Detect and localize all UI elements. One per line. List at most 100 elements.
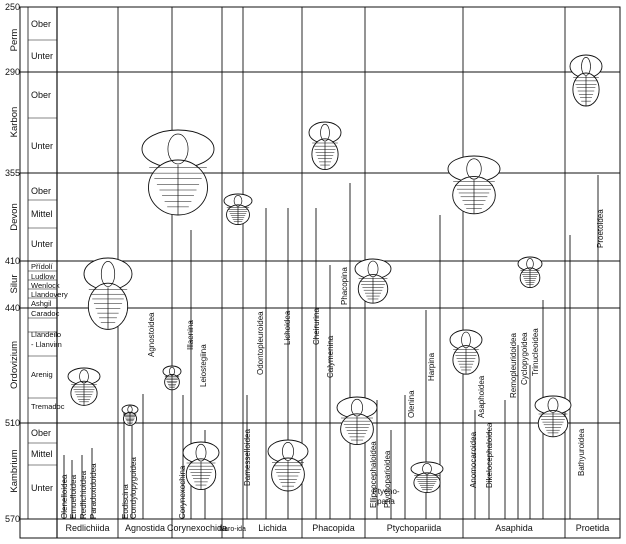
epoch-label: Wenlock <box>31 281 60 290</box>
bathyurid-trilobite-drawing <box>534 395 572 438</box>
calymenid-trilobite-drawing <box>354 258 392 304</box>
period-label: Kambrium <box>9 449 20 492</box>
taxon-label: Remopleuridoidea <box>509 333 518 398</box>
taxon-label: Ptychoparioidea <box>383 450 392 508</box>
epoch-label: Ober <box>31 90 51 100</box>
age-tick-label: 440 <box>5 303 20 313</box>
taxon-label: Trinucleoidea <box>531 328 540 376</box>
epoch-label: Mittel <box>31 449 53 459</box>
period-label: Ordovizium <box>9 341 20 389</box>
asaphid-trilobite-drawing <box>449 329 483 375</box>
ptychopariid-trilobite-drawing <box>410 461 444 494</box>
taxon-label: Olenina <box>407 390 416 418</box>
epoch-label: Unter <box>31 51 53 61</box>
taxon-label: Leiostegiina <box>199 344 208 387</box>
order-label: Corynexochida <box>167 523 227 533</box>
age-tick-label: 510 <box>5 418 20 428</box>
glabella <box>320 123 330 142</box>
taxon-label: Redlichioidea <box>79 470 88 519</box>
age-tick-label: 570 <box>5 514 20 524</box>
age-tick-label: 410 <box>5 256 20 266</box>
taxon-label: Calymenina <box>326 335 335 378</box>
taxon-label: Ptycho- <box>372 487 399 496</box>
period-label: Devon <box>9 203 20 230</box>
epoch-label: - Llanvirn <box>31 340 62 349</box>
taxon-label: Eodiscina <box>121 484 130 519</box>
taxon-label: paria <box>377 497 395 506</box>
order-label: Lichida <box>258 523 287 533</box>
order-label: Redlichiida <box>65 523 109 533</box>
period-label: Perm <box>9 29 20 52</box>
glabella <box>195 443 207 462</box>
agnostid-small-trilobite-drawing <box>162 365 182 391</box>
proetid-trilobite-drawing <box>569 54 603 107</box>
epoch-label: Arenig <box>31 370 53 379</box>
epoch-label: Ashgil <box>31 299 52 308</box>
age-tick-label: 250 <box>5 2 20 12</box>
epoch-label: Ober <box>31 428 51 438</box>
taxon-label: Anomocaroidea <box>469 431 478 488</box>
taxon-label: Odontopleuroidea <box>256 311 265 375</box>
order-label: Phacopida <box>312 523 355 533</box>
glabella <box>233 195 243 207</box>
epoch-label: Mittel <box>31 209 53 219</box>
epoch-label: Ludlow <box>31 272 55 281</box>
period-label: Karbon <box>9 107 20 138</box>
taxon-label: Asaphoidea <box>477 375 486 418</box>
phacopid-trilobite-drawing <box>308 121 342 171</box>
glabella <box>169 366 175 376</box>
glabella <box>282 442 294 461</box>
taxon-label: Lichoidea <box>283 310 292 345</box>
taxon-label: Proetoidea <box>596 209 605 248</box>
corynexochid-trilobite-drawing <box>141 129 215 216</box>
order-label: Ptychopariida <box>387 523 442 533</box>
epoch-label: Přídolí <box>31 262 54 271</box>
glabella <box>466 158 482 180</box>
epoch-label: Tremadoc <box>31 402 65 411</box>
taxon-label: Cyclopygoidea <box>520 332 529 385</box>
glabella <box>79 369 89 384</box>
redlichiida-trilobite-drawing <box>83 257 133 330</box>
glabella <box>100 261 116 287</box>
epoch-label: Unter <box>31 141 53 151</box>
taxon-label: Emuelloidea <box>69 474 78 519</box>
agnostid-trilobite-drawing <box>121 404 139 426</box>
lichid-trilobite-drawing <box>267 439 309 492</box>
epoch-label: Ober <box>31 186 51 196</box>
trinucleid-trilobite-drawing <box>517 256 543 289</box>
epoch-label: Caradoc <box>31 309 60 318</box>
taxon-label: Illaenina <box>186 320 195 350</box>
glabella <box>367 260 379 278</box>
epoch-label: Unter <box>31 239 53 249</box>
order-label: Proetida <box>576 523 610 533</box>
age-tick-label: 355 <box>5 168 20 178</box>
taxon-label: Paradoxidoidea <box>89 463 98 519</box>
order-label: Asaphida <box>495 523 533 533</box>
glabella <box>351 398 363 417</box>
glabella <box>127 405 133 414</box>
taxon-label: Damesselloidea <box>243 429 252 486</box>
taxon-label: Harpina <box>427 352 436 381</box>
order-label: Naro-ida <box>219 526 246 533</box>
illaenid-trilobite-drawing <box>182 441 220 491</box>
glabella <box>581 57 591 76</box>
epoch-label: Llandovery <box>31 290 68 299</box>
nektaspid-trilobite-drawing <box>223 193 253 226</box>
taxon-label: Ellipsocephaloidea <box>369 441 378 508</box>
glabella <box>526 258 534 270</box>
taxon-label: Bathyuroidea <box>577 428 586 476</box>
age-tick-label: 290 <box>5 67 20 77</box>
epoch-label: Unter <box>31 483 53 493</box>
epoch-label: Ober <box>31 19 51 29</box>
glabella <box>422 463 432 475</box>
taxon-label: Agnostoidea <box>147 312 156 357</box>
period-label: Silur <box>9 274 20 293</box>
glabella <box>167 133 189 165</box>
taxon-label: Condylopygoidea <box>129 457 138 519</box>
glabella <box>461 331 471 349</box>
harpid-trilobite-drawing <box>447 155 501 215</box>
taxon-label: Cheirurina <box>312 308 321 345</box>
olenellid-trilobite-drawing <box>67 367 101 406</box>
